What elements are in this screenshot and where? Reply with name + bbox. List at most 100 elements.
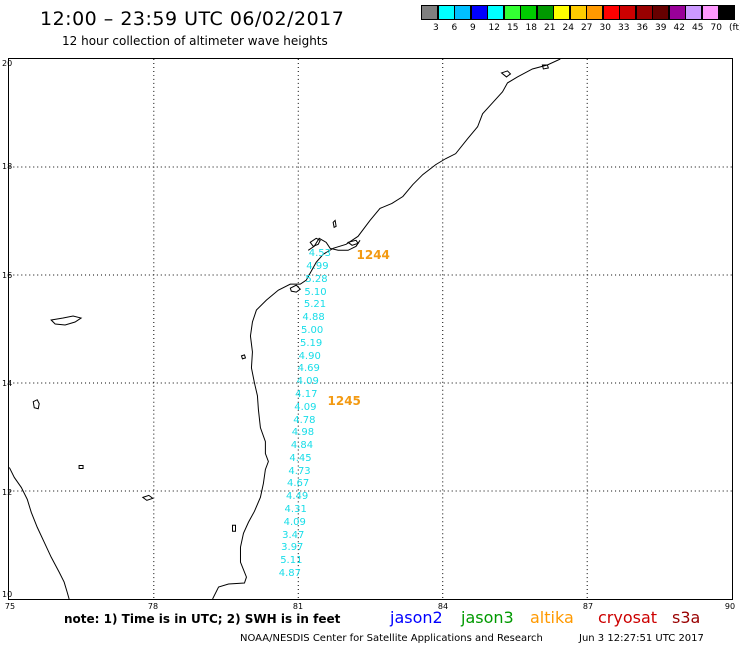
coastline-southwest — [9, 467, 70, 599]
wave-height-value: 4.09 — [294, 401, 317, 413]
wave-height-value: 5.11 — [280, 555, 303, 567]
longitude-label: 84 — [437, 602, 449, 611]
legend-label: 3 — [433, 23, 439, 33]
island-2 — [332, 219, 337, 229]
legend-label: 42 — [673, 23, 685, 33]
wave-height-value: 4.53 — [308, 247, 331, 259]
longitude-label: 81 — [292, 602, 304, 611]
legend-swatch — [520, 5, 537, 20]
wave-height-value: 3.47 — [282, 529, 305, 541]
latitude-label: 14 — [2, 379, 13, 389]
legend-swatch — [652, 5, 669, 20]
legend-swatch — [437, 5, 455, 20]
pass-number: 1244 — [356, 247, 390, 262]
legend-swatch — [503, 5, 521, 20]
wave-height-value: 4.49 — [286, 491, 309, 503]
wave-height-value: 4.31 — [284, 503, 307, 515]
footer-note: note: 1) Time is in UTC; 2) SWH is in fe… — [64, 612, 341, 626]
island-8 — [141, 494, 154, 501]
legend-swatch — [553, 5, 570, 20]
legend-label: 30 — [599, 23, 611, 33]
coastline-main — [212, 59, 561, 599]
legend-label: 15 — [507, 23, 519, 33]
legend-label: 70 — [710, 23, 722, 33]
legend-label: 6 — [451, 23, 458, 33]
wave-height-value: 5.19 — [300, 337, 323, 349]
map-area — [8, 58, 733, 600]
legend-swatch — [718, 5, 735, 20]
legend-swatch — [454, 5, 471, 20]
satellite-jason3: jason3 — [461, 608, 514, 627]
satellite-cryosat: cryosat — [598, 608, 658, 627]
wave-height-value: 4.09 — [283, 516, 306, 528]
legend-label: 9 — [470, 23, 476, 33]
satellite-jason2: jason2 — [390, 608, 443, 627]
wave-height-value: 5.28 — [305, 274, 328, 286]
legend-label: 18 — [525, 23, 537, 33]
island-7 — [78, 464, 84, 469]
legend-swatch — [619, 5, 636, 20]
legend-label: 12 — [488, 23, 500, 33]
longitude-label: 78 — [147, 602, 159, 611]
island-12 — [541, 64, 549, 70]
wave-height-value: 5.00 — [300, 324, 324, 336]
wave-height-value: 4.45 — [289, 452, 312, 464]
island-6 — [32, 399, 40, 410]
wave-height-value: 4.78 — [293, 414, 316, 426]
legend-label: 45 — [692, 23, 704, 33]
page-subtitle: 12 hour collection of altimeter wave hei… — [62, 34, 328, 48]
credit-text: NOAA/NESDIS Center for Satellite Applica… — [240, 633, 543, 644]
timestamp: Jun 3 12:27:51 UTC 2017 — [579, 633, 704, 644]
wave-height-value: 4.99 — [306, 260, 329, 272]
wave-height-value: 3.97 — [281, 542, 304, 554]
satellite-s3a: s3a — [672, 608, 701, 627]
wave-height-value: 4.73 — [288, 465, 311, 477]
legend-swatch — [635, 5, 653, 20]
latitude-label: 12 — [2, 487, 13, 497]
wave-height-value: 4.69 — [297, 363, 320, 375]
coastline — [9, 59, 561, 599]
legend-swatch — [685, 5, 702, 20]
legend-label: 21 — [544, 23, 556, 33]
wave-height-value: 4.90 — [298, 350, 321, 362]
latitude-label: 18 — [2, 162, 13, 172]
island-4 — [289, 284, 302, 293]
wave-height-value: 4.88 — [302, 312, 325, 324]
island-1 — [309, 237, 321, 247]
legend-swatch — [421, 5, 438, 20]
legend-label: 27 — [581, 23, 593, 33]
wave-height-value: 5.21 — [303, 299, 327, 311]
legend-label: 33 — [618, 23, 630, 33]
satellite-altika: altika — [530, 608, 574, 627]
legend-swatch — [668, 5, 686, 20]
island-10 — [232, 524, 236, 532]
island-3 — [346, 239, 359, 246]
longitude-label: 90 — [724, 602, 736, 611]
gridlines — [9, 59, 732, 599]
page-title: 12:00 – 23:59 UTC 06/02/2017 — [40, 8, 345, 30]
island-9 — [240, 354, 247, 360]
wave-height-value: 4.87 — [278, 567, 302, 579]
longitude-label: 87 — [582, 602, 594, 611]
wave-height-value: 4.09 — [296, 376, 319, 388]
wave-height-value: 4.17 — [295, 388, 318, 400]
wave-height-value: 4.98 — [291, 427, 315, 439]
legend-swatch — [536, 5, 554, 20]
island-5 — [50, 315, 83, 326]
wave-height-value: 5.10 — [304, 286, 327, 298]
legend-label: 36 — [636, 23, 648, 33]
island-11 — [500, 70, 512, 78]
legend-label: 24 — [562, 23, 574, 33]
legend-swatch — [701, 5, 719, 20]
pass-number: 1245 — [327, 394, 361, 409]
latitude-label: 10 — [2, 590, 13, 599]
wave-height-value: 4.67 — [286, 478, 310, 490]
legend-label: 39 — [655, 23, 667, 33]
legend-swatch — [569, 5, 587, 20]
legend-swatch — [602, 5, 620, 20]
legend-swatch — [470, 5, 488, 20]
latitude-label: 16 — [2, 270, 13, 280]
coastline-delta — [307, 237, 361, 251]
legend-swatch — [586, 5, 603, 20]
legend-unit: (ft) — [729, 23, 740, 33]
